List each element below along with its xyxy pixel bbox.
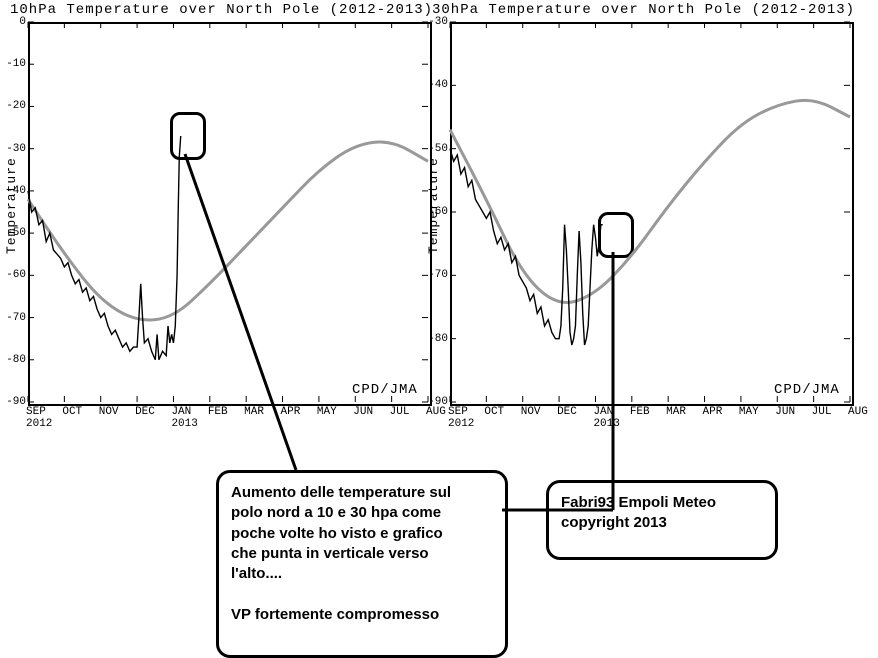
source-label: CPD/JMA: [352, 382, 418, 398]
xtick-label: APR: [703, 406, 723, 418]
chart-title: 10hPa Temperature over North Pole (2012-…: [10, 2, 433, 18]
xtick-label: MAY: [739, 406, 759, 418]
xtick-label: AUG: [848, 406, 868, 418]
xtick-label: DEC: [135, 406, 155, 418]
xtick-label: MAR: [666, 406, 686, 418]
ytick-label: -20: [2, 100, 26, 112]
xtick-label: JUN: [775, 406, 795, 418]
xtick-label: OCT: [62, 406, 82, 418]
chart-plot-area: [450, 22, 854, 406]
ytick-label: -80: [2, 354, 26, 366]
highlight-box-left: [170, 112, 206, 160]
xtick-label: JUL: [812, 406, 832, 418]
annotation-credit: Fabri93 Empoli Meteo copyright 2013: [546, 480, 778, 560]
xtick-label: APR: [281, 406, 301, 418]
year-label-mid: 2013: [171, 418, 197, 430]
ytick-label: -90: [424, 396, 448, 408]
ytick-label: -90: [2, 396, 26, 408]
xtick-label: MAR: [244, 406, 264, 418]
year-label-left: 2012: [448, 418, 474, 430]
xtick-label: SEP: [26, 406, 46, 418]
ytick-label: -40: [424, 79, 448, 91]
ytick-label: -60: [424, 206, 448, 218]
xtick-label: NOV: [99, 406, 119, 418]
ytick-label: -10: [2, 58, 26, 70]
source-label: CPD/JMA: [774, 382, 840, 398]
annotation-main: Aumento delle temperature sul polo nord …: [216, 470, 508, 658]
ytick-label: 0: [2, 16, 26, 28]
ytick-label: -40: [2, 185, 26, 197]
xtick-label: JAN: [593, 406, 613, 418]
ytick-label: -60: [2, 269, 26, 281]
xtick-label: SEP: [448, 406, 468, 418]
ytick-label: -30: [2, 143, 26, 155]
ytick-label: -70: [2, 312, 26, 324]
xtick-label: OCT: [484, 406, 504, 418]
xtick-label: JUL: [390, 406, 410, 418]
xtick-label: DEC: [557, 406, 577, 418]
ytick-label: -50: [424, 143, 448, 155]
chart-ylabel: Temperature: [4, 157, 19, 254]
ytick-label: -50: [2, 227, 26, 239]
xtick-label: JAN: [171, 406, 191, 418]
ytick-label: -80: [424, 333, 448, 345]
highlight-box-right: [598, 212, 634, 258]
xtick-label: FEB: [208, 406, 228, 418]
chart-plot-area: [28, 22, 432, 406]
chart-title: 30hPa Temperature over North Pole (2012-…: [432, 2, 855, 18]
xtick-label: JUN: [353, 406, 373, 418]
year-label-left: 2012: [26, 418, 52, 430]
xtick-label: NOV: [521, 406, 541, 418]
ytick-label: -30: [424, 16, 448, 28]
xtick-label: MAY: [317, 406, 337, 418]
year-label-mid: 2013: [593, 418, 619, 430]
ytick-label: -70: [424, 269, 448, 281]
xtick-label: FEB: [630, 406, 650, 418]
